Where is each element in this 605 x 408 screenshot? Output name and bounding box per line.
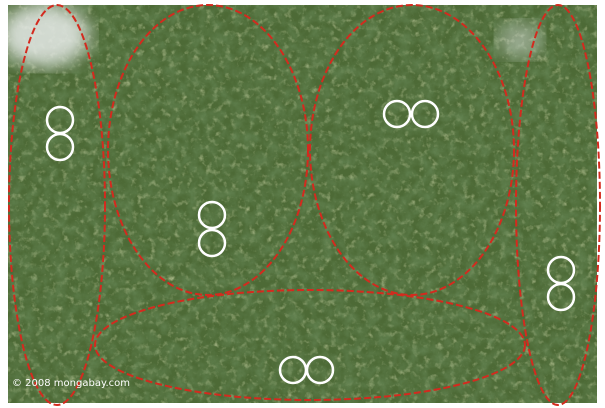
marker-ring [197, 228, 227, 258]
zone-ellipse [107, 4, 309, 296]
marker-ring [546, 282, 576, 312]
marker-ring [45, 132, 75, 162]
marker-ring [305, 355, 335, 385]
forest-photo [8, 5, 597, 403]
marker-ring [197, 200, 227, 230]
marker-ring [410, 99, 440, 129]
cloud [498, 22, 542, 58]
zone-ellipse [309, 4, 515, 296]
zone-ellipse [94, 289, 526, 401]
cloud [8, 5, 90, 67]
zone-ellipse [515, 4, 601, 406]
watermark: © 2008 mongabay.com [12, 378, 130, 389]
marker-ring [382, 99, 412, 129]
markers [45, 99, 576, 385]
zone-ellipse [8, 4, 106, 406]
zones [8, 4, 601, 406]
